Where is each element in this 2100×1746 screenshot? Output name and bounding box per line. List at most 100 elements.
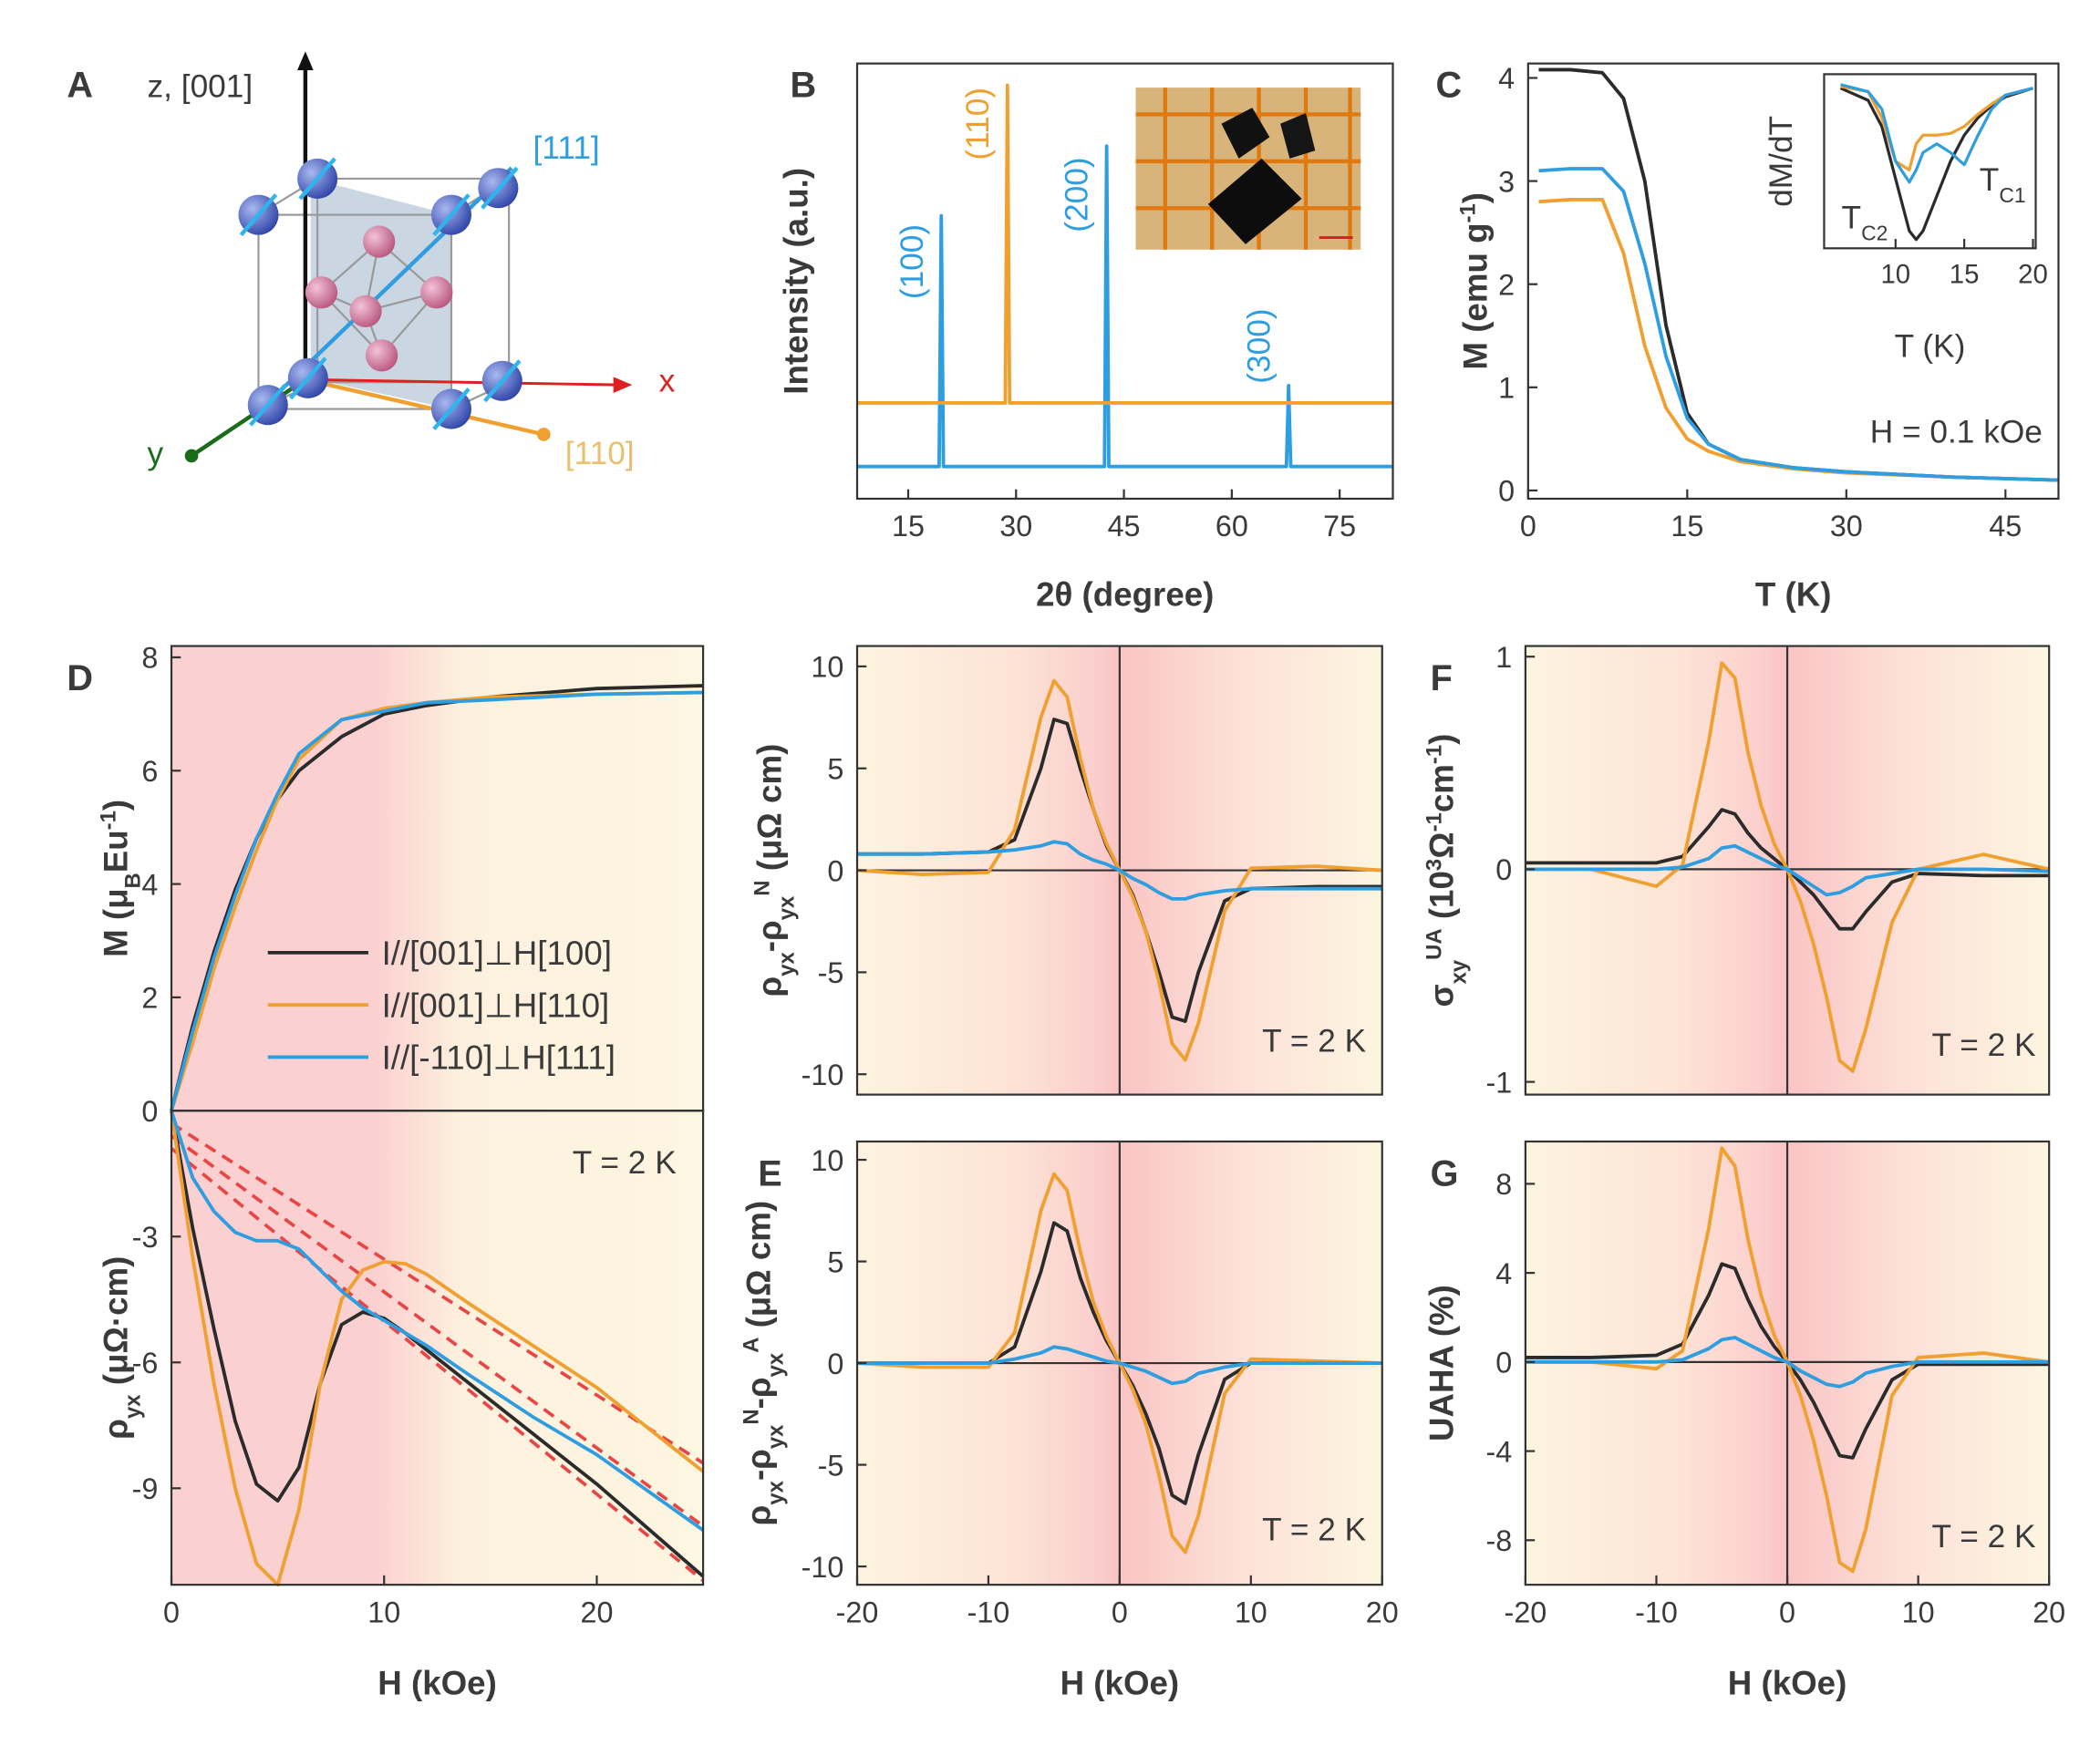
y-tick-label: 0 — [827, 1348, 843, 1380]
fit-line — [170, 1134, 705, 1528]
text-part: C2 — [1861, 221, 1888, 244]
x-tick-label: -20 — [836, 1596, 879, 1628]
y-tick-label: 4 — [1495, 1257, 1512, 1290]
background — [171, 646, 704, 1586]
y-tick-label: -5 — [818, 1449, 844, 1482]
panel-letter: E — [758, 1153, 781, 1193]
x-axis-label: H (kOe) — [378, 1665, 497, 1702]
x-tick-label: -10 — [1635, 1596, 1678, 1628]
data-line — [170, 1110, 705, 1578]
text-part: ) — [1456, 192, 1494, 203]
data-line — [1525, 843, 2050, 897]
x-tick-label: 45 — [1989, 510, 2022, 542]
x-tick-label: 75 — [1323, 510, 1356, 542]
panel-letter: F — [1431, 658, 1453, 698]
annotation: H = 0.1 kOe — [1870, 414, 2043, 449]
text-part: -ρ — [740, 1377, 778, 1409]
y-tick-label: -8 — [1486, 1524, 1513, 1557]
y-tick-label: 4 — [1498, 62, 1515, 95]
text-part: (μΩ cm) — [750, 744, 788, 881]
direction-label: [111] — [533, 130, 600, 166]
fit-line — [171, 1121, 705, 1465]
text-part: (μΩ·cm) — [98, 1256, 135, 1395]
annotation: T = 2 K — [1262, 1024, 1366, 1059]
y-tick-label: 4 — [141, 868, 158, 901]
x-tick-label: 15 — [1671, 510, 1703, 542]
x-tick-label: 15 — [1950, 260, 1980, 290]
text-part: -1 — [1422, 745, 1446, 764]
y-tick-label: 0 — [1495, 853, 1512, 886]
y-tick-label: 8 — [141, 642, 158, 675]
annotation: TC1 — [1980, 162, 2026, 207]
x-tick-label: 0 — [1520, 510, 1536, 542]
axis-label-x: x — [659, 363, 676, 398]
text-part: M (emu g — [1456, 223, 1494, 370]
y-tick-label: 1 — [1498, 372, 1515, 405]
panel-letter: C — [1436, 65, 1463, 105]
annotation: (200) — [1060, 157, 1095, 232]
y-axis-label: M (μBEu-1) — [96, 800, 145, 957]
y-axis-label: ρyx-ρyxN (μΩ cm) — [750, 744, 799, 997]
text-part: (μΩ cm) — [740, 1201, 778, 1338]
plot-frame — [1526, 62, 2060, 501]
y-tick-label: 3 — [1498, 165, 1515, 198]
x-axis-label: T (K) — [1755, 575, 1832, 613]
x-tick-label: 10 — [367, 1596, 400, 1628]
text-part: -ρ — [750, 920, 788, 952]
x-tick-label: 10 — [1235, 1596, 1267, 1628]
y-tick-label: 10 — [811, 651, 843, 684]
text-part: ρ — [740, 1505, 778, 1526]
data-line — [857, 83, 1393, 405]
text-part: T — [1980, 162, 2000, 198]
text-part: ρ — [750, 976, 788, 997]
x-tick-label: 20 — [2018, 260, 2048, 290]
data-line — [1839, 87, 2033, 242]
annotation: (110) — [960, 88, 996, 160]
data-line — [170, 1110, 705, 1587]
legend-label: I//[-110]⊥H[111] — [382, 1039, 616, 1077]
x-tick-label: 0 — [1112, 1596, 1128, 1628]
text-part: B — [120, 873, 145, 888]
y-tick-label: -4 — [1486, 1435, 1513, 1468]
x-axis-label: T (K) — [1895, 328, 1966, 364]
data-line — [1525, 1336, 2050, 1389]
y-tick-label: -3 — [132, 1221, 159, 1254]
data-line — [1840, 83, 2033, 184]
annotation: T = 2 K — [1932, 1028, 2036, 1063]
data-line — [857, 840, 1382, 901]
data-line — [1840, 85, 2033, 172]
plot-frame — [1823, 73, 2037, 250]
x-tick-label: 0 — [163, 1596, 180, 1628]
panel-letter: A — [67, 65, 93, 105]
x-axis-label: 2θ (degree) — [1036, 575, 1214, 613]
text-part: C1 — [1999, 183, 2025, 207]
text-part: yx — [774, 951, 799, 976]
x-tick-label: 10 — [1880, 260, 1910, 290]
data-line — [1538, 167, 2059, 482]
y-axis-label: M (emu g-1) — [1455, 192, 1495, 370]
text-part: σ — [1423, 984, 1461, 1007]
annotation: (300) — [1241, 308, 1277, 383]
plot-frame — [855, 62, 1394, 501]
text-part: yx — [763, 1352, 788, 1377]
y-axis-label: σxyUA (103Ω-1cm-1) — [1422, 734, 1471, 1007]
y-tick-label: 0 — [1498, 475, 1515, 508]
text-part: M (μ — [98, 888, 135, 956]
y-tick-label: -6 — [132, 1347, 159, 1379]
annotation: T = 2 K — [573, 1145, 677, 1181]
annotation: (100) — [895, 224, 930, 299]
text-part: yx — [763, 1424, 788, 1449]
text-part: 3 — [1422, 859, 1446, 871]
x-tick-label: 20 — [581, 1596, 614, 1628]
text-part: ) — [1423, 734, 1461, 745]
text-part: yx — [763, 1480, 788, 1504]
x-tick-label: 20 — [2033, 1596, 2065, 1628]
y-tick-label: 1 — [1495, 641, 1512, 674]
x-tick-label: 60 — [1216, 510, 1248, 542]
y-axis-label: dM/dT — [1764, 116, 1799, 207]
x-tick-label: -10 — [967, 1596, 1010, 1628]
y-tick-label: 5 — [827, 752, 843, 785]
y-tick-label: 0 — [141, 1095, 158, 1128]
text-part: ) — [98, 800, 135, 811]
